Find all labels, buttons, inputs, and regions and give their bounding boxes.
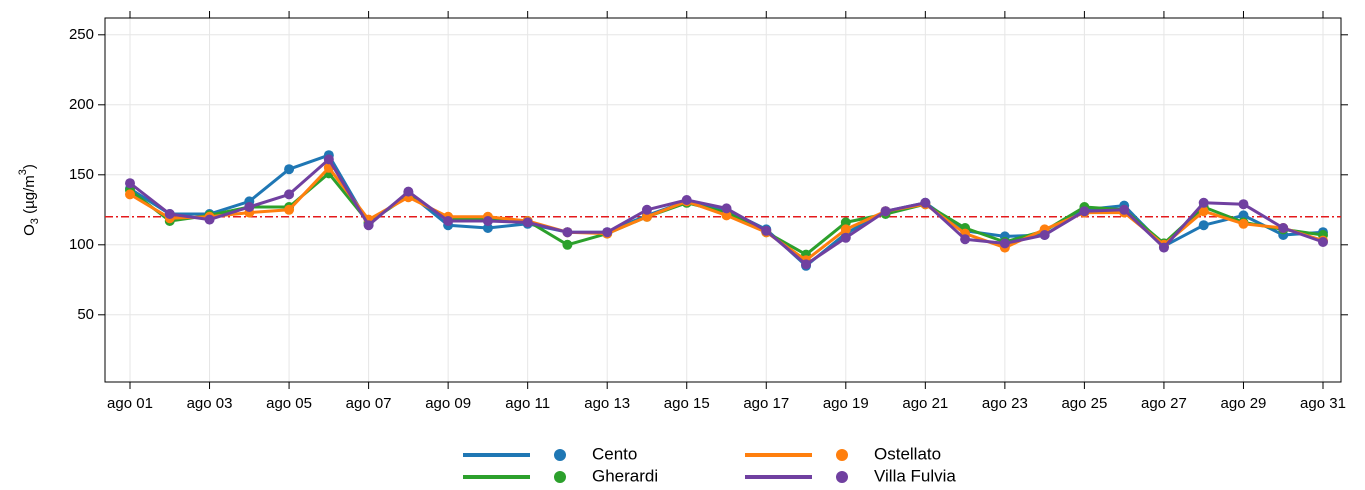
data-point (999, 238, 1010, 249)
x-tick-label: ago 13 (584, 395, 630, 412)
data-point (1238, 218, 1249, 229)
plot-frame (104, 17, 1342, 383)
legend-marker (836, 449, 848, 461)
legend-label: Gherardi (592, 466, 658, 485)
x-tick-label: ago 11 (505, 395, 550, 412)
data-point (204, 214, 215, 225)
y-tick-label: 200 (69, 96, 94, 113)
y-label-part: ) (21, 164, 38, 169)
data-point (1198, 220, 1209, 231)
y-label-part: (µg/m (21, 175, 38, 218)
x-tick-label: ago 25 (1061, 395, 1107, 412)
y-tick-label: 100 (69, 236, 94, 253)
data-point (284, 164, 295, 175)
data-point (681, 195, 692, 205)
legend-marker (554, 471, 566, 483)
data-point (1278, 223, 1289, 233)
data-point (641, 204, 652, 215)
data-point (562, 227, 573, 238)
data-point (721, 203, 732, 214)
x-tick-label: ago 29 (1221, 395, 1267, 412)
x-tick-label: ago 31 (1300, 395, 1346, 412)
data-point (244, 202, 255, 212)
data-point (522, 217, 533, 228)
data-point (721, 210, 732, 221)
data-point (562, 239, 573, 250)
data-point (164, 209, 175, 219)
data-point (1198, 197, 1209, 208)
x-tick-label: ago 17 (743, 395, 789, 412)
data-point (1039, 230, 1050, 240)
y-tick-label: 150 (69, 166, 94, 183)
data-point (840, 217, 851, 228)
data-point (1238, 210, 1249, 221)
data-point (1318, 237, 1328, 247)
x-tick-label: ago 07 (346, 395, 392, 412)
data-point (602, 227, 613, 238)
legend-label: Ostellato (874, 444, 941, 463)
data-point (482, 223, 493, 233)
y-tick-label: 250 (69, 26, 94, 43)
x-tick-label: ago 05 (266, 395, 312, 412)
data-point (840, 224, 851, 235)
data-point (1198, 206, 1209, 217)
data-point (1238, 199, 1249, 210)
y-tick-label: 50 (77, 306, 94, 323)
data-point (125, 189, 135, 200)
legend: Cento Gherardi Ostellato Villa Fulvia (463, 444, 956, 485)
data-point (125, 178, 135, 189)
data-point (443, 216, 454, 226)
x-tick-label: ago 01 (107, 395, 153, 412)
x-tick-label: ago 19 (823, 395, 869, 412)
y-label-sub: 3 (29, 218, 41, 224)
data-point (284, 189, 295, 200)
legend-label: Cento (592, 444, 637, 463)
legend-marker (836, 471, 848, 483)
data-point (403, 186, 414, 197)
x-tick-label: ago 09 (425, 395, 471, 412)
x-tick-label: ago 27 (1141, 395, 1187, 412)
data-point (801, 259, 812, 270)
legend-label: Villa Fulvia (874, 466, 956, 485)
data-point (323, 154, 334, 165)
data-point (761, 225, 772, 236)
data-point (363, 220, 374, 231)
data-point (482, 216, 493, 226)
y-axis-label: O3 (µg/m3) (17, 164, 41, 236)
x-tick-label: ago 03 (187, 395, 233, 412)
x-tick-label: ago 15 (664, 395, 710, 412)
y-label-part: O (21, 224, 38, 236)
data-point (840, 232, 851, 243)
data-point (1119, 204, 1130, 215)
x-tick-label: ago 23 (982, 395, 1028, 412)
data-point (284, 204, 295, 215)
data-point (960, 234, 971, 245)
data-point (920, 197, 931, 208)
data-point (1079, 206, 1090, 217)
legend-marker (554, 449, 566, 461)
y-label-sup: 3 (17, 169, 29, 175)
data-point (1158, 242, 1169, 253)
data-point (641, 211, 652, 222)
data-point (880, 206, 891, 217)
x-tick-label: ago 21 (902, 395, 948, 412)
